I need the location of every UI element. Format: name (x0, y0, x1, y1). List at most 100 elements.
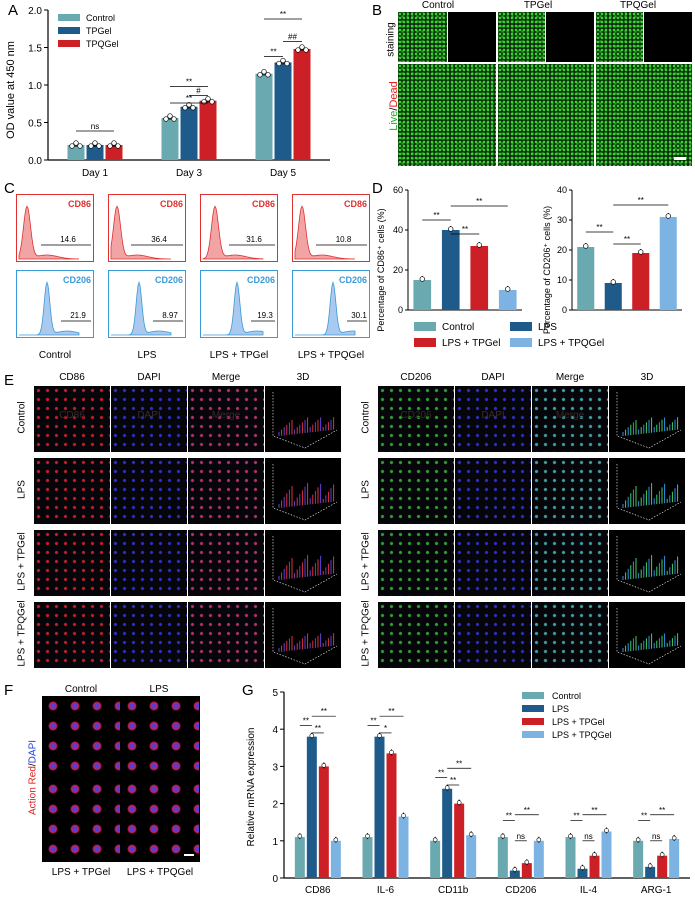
d-legend-label: LPS + TPQGel (538, 338, 604, 349)
a-xtick-label: Day 5 (270, 168, 297, 179)
g-sig-label: ** (388, 707, 394, 716)
e-right-row-label: Control (360, 401, 372, 434)
a-point (69, 143, 75, 149)
histogram-curve (295, 280, 356, 336)
d1-bar (441, 230, 460, 310)
g-sig-label: ** (450, 776, 456, 785)
histogram-marker-label: CD86 (160, 199, 183, 209)
d2-ytick-label: 30 (557, 215, 567, 225)
gate-value: 21.9 (70, 311, 86, 320)
a-point (190, 105, 196, 111)
f-col-lps: LPS (149, 684, 169, 695)
g-legend-label: LPS (552, 704, 569, 714)
g-ytick-label: 1 (272, 837, 278, 848)
e-left-image-tile (111, 458, 187, 524)
a-point (171, 116, 177, 122)
d2-ytick-label: 10 (557, 275, 567, 285)
g-point (377, 733, 382, 738)
a-sig-label: ** (280, 10, 286, 19)
g-bar (657, 855, 668, 878)
g-sig-label: ** (370, 716, 376, 725)
d1-ytick-label: 0 (398, 305, 403, 315)
g-bar (509, 870, 520, 878)
gate-value: 30.1 (351, 311, 367, 320)
d2-bar (632, 253, 650, 310)
e-right-image-tile (378, 602, 454, 668)
a-point (88, 143, 94, 149)
g-ytick-label: 4 (272, 725, 278, 736)
gate-value: 36.4 (151, 235, 167, 244)
g-bar (466, 835, 477, 878)
live-dead-tile (398, 12, 449, 63)
panel-letter-b: B (372, 2, 383, 19)
a-legend-swatch (58, 27, 80, 34)
f-bottom-tpgel: LPS + TPGel (51, 867, 111, 878)
histogram-svg: CD206 8.97 (111, 275, 183, 336)
live-dead-tile (398, 63, 497, 166)
a-bar (86, 145, 104, 160)
e-3d-surface (616, 464, 682, 521)
g-legend-label: Control (552, 691, 581, 701)
panel-letter-d: D (372, 180, 383, 197)
e-right-image-tile (455, 458, 531, 524)
a-ytick-label: 1.0 (28, 81, 42, 92)
g-point (500, 833, 506, 839)
g-xtick-label: CD206 (505, 885, 537, 896)
f-side-label: Action Red/DAPI (28, 733, 39, 823)
a-legend-label: TPQGel (86, 39, 119, 49)
d1-point (448, 226, 454, 232)
g-sig-label: ** (315, 724, 321, 733)
e-3d-axes (272, 608, 338, 665)
d-legend-label: Control (442, 322, 474, 333)
e-left-image-tile: Merge (188, 386, 264, 452)
e-3d-surface (272, 392, 338, 449)
g-point (647, 863, 653, 869)
e-left-image-tile (265, 386, 341, 452)
b-scale-bar (674, 157, 686, 160)
d-legend-swatch (510, 338, 532, 347)
b-col-tpgel: TPGel (523, 0, 553, 11)
d1-ytick-label: 60 (393, 185, 403, 195)
e-right-image-tile (378, 530, 454, 596)
d-legend-swatch (414, 322, 436, 331)
g-bar (645, 866, 656, 878)
histogram-marker-label: CD86 (68, 199, 91, 209)
g-sig-label: ns (584, 832, 592, 841)
e-right-image-tile (609, 602, 685, 668)
f-image-tile (121, 696, 199, 778)
panel-letter-f: F (4, 682, 14, 699)
panel-c: CD86 14.6 CD86 36.4 CD86 31.6 CD86 10.8 CD206 21.… (0, 180, 372, 370)
histogram-svg: CD206 21.9 (19, 275, 91, 336)
g-point (365, 833, 370, 839)
chart-d: 0 20 40 60 ** ** ** 0 10 20 30 40 ** ** ** Percentage … (376, 185, 682, 349)
e-3d-surface (272, 608, 338, 665)
g-bar (442, 788, 453, 878)
live-dead-tile (643, 12, 692, 63)
d1-point (476, 242, 482, 248)
e-left-faint-label: CD86 (59, 410, 85, 421)
e-right-col-label: DAPI (481, 372, 505, 383)
d2-point (665, 213, 671, 219)
e-left-image-tile (34, 530, 110, 596)
g-bar (362, 837, 373, 878)
e-left-image-tile (34, 458, 110, 524)
f-image-tile (42, 779, 120, 861)
e-left-image-tile (111, 530, 187, 596)
d1-bar (498, 290, 517, 310)
f-bottom-tpqgel: LPS + TPQGel (126, 867, 194, 878)
panel-letter-g: G (242, 682, 254, 699)
histogram-svg: CD86 14.6 (18, 199, 91, 260)
g-point (468, 831, 474, 837)
a-sig-label: ** (270, 48, 276, 57)
a-point (303, 47, 309, 53)
gate-value: 14.6 (60, 235, 76, 244)
d2-ytick-label: 20 (557, 245, 567, 255)
d2-sig-label: ** (638, 196, 644, 205)
g-bar (454, 803, 465, 878)
f-side-slash: / (27, 763, 39, 767)
histogram-curve (19, 280, 80, 336)
d-legend-swatch (414, 338, 436, 347)
histogram-svg: CD206 19.3 (203, 275, 275, 336)
a-point (77, 143, 83, 149)
g-point (536, 837, 542, 843)
